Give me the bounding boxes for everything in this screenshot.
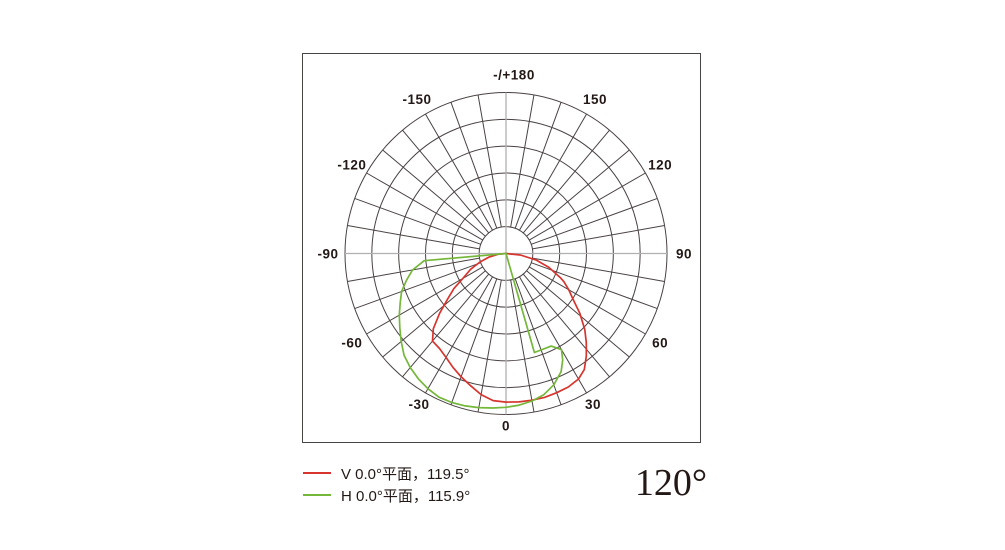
polar-grid-radial bbox=[347, 225, 480, 250]
angle-label-0: 0 bbox=[502, 418, 510, 433]
angle-label--30: -30 bbox=[408, 397, 429, 412]
angle-label--90: -90 bbox=[317, 246, 338, 261]
polar-grid-radial bbox=[510, 279, 535, 413]
angle-label-60: 60 bbox=[652, 335, 668, 350]
polar-grid-radial bbox=[510, 94, 535, 228]
chart-frame bbox=[302, 53, 701, 443]
polar-grid-radial bbox=[382, 270, 486, 358]
angle-label-180: -/+180 bbox=[493, 67, 535, 82]
polar-grid-radial bbox=[532, 257, 665, 282]
polar-grid-radial bbox=[522, 273, 610, 378]
polar-grid-radial bbox=[532, 225, 665, 250]
polar-grid-radial bbox=[531, 197, 658, 245]
curve-v-plane bbox=[431, 252, 588, 403]
polar-grid-radial bbox=[522, 129, 610, 234]
polar-grid-radial bbox=[450, 102, 498, 229]
v-plane-line-swatch bbox=[303, 472, 331, 474]
angle-label-120: 120 bbox=[648, 157, 672, 172]
polar-grid-radial bbox=[477, 279, 502, 413]
polar-grid-radial bbox=[425, 113, 494, 231]
polar-grid-radial bbox=[354, 197, 481, 245]
polar-grid-radial bbox=[526, 270, 630, 358]
polar-grid-radial bbox=[366, 172, 484, 241]
legend-item-h-plane: H 0.0°平面，115.9° bbox=[303, 484, 470, 506]
angle-label-30: 30 bbox=[585, 397, 601, 412]
polar-grid-radial bbox=[402, 129, 490, 234]
polar-grid-radial bbox=[528, 172, 646, 241]
polar-grid-radial bbox=[528, 266, 646, 335]
curve-h-plane bbox=[398, 252, 564, 409]
legend-item-v-plane: V 0.0°平面，119.5° bbox=[303, 462, 470, 484]
polar-grid-radial bbox=[514, 102, 562, 229]
polar-grid-radial bbox=[477, 94, 502, 228]
polar-grid-radial bbox=[425, 276, 494, 394]
polar-grid-radial bbox=[402, 273, 490, 378]
polar-grid-radial bbox=[526, 149, 630, 237]
angle-label--60: -60 bbox=[341, 335, 362, 350]
h-plane-line-swatch bbox=[303, 494, 331, 496]
polar-grid-radial bbox=[354, 262, 481, 310]
polar-grid-radial bbox=[518, 276, 587, 394]
polar-grid-radial bbox=[450, 278, 498, 405]
v-plane-legend-label: V 0.0°平面，119.5° bbox=[341, 465, 470, 483]
angle-label--120: -120 bbox=[337, 157, 366, 172]
h-plane-legend-label: H 0.0°平面，115.9° bbox=[341, 487, 471, 505]
polar-grid-radial bbox=[382, 149, 486, 237]
angle-label--150: -150 bbox=[402, 92, 431, 107]
polar-grid-radial bbox=[518, 113, 587, 231]
angle-label-150: 150 bbox=[583, 92, 607, 107]
angle-label-90: 90 bbox=[676, 246, 692, 261]
legend: V 0.0°平面，119.5° H 0.0°平面，115.9° bbox=[303, 462, 470, 506]
beam-angle-value: 120° bbox=[634, 462, 708, 504]
